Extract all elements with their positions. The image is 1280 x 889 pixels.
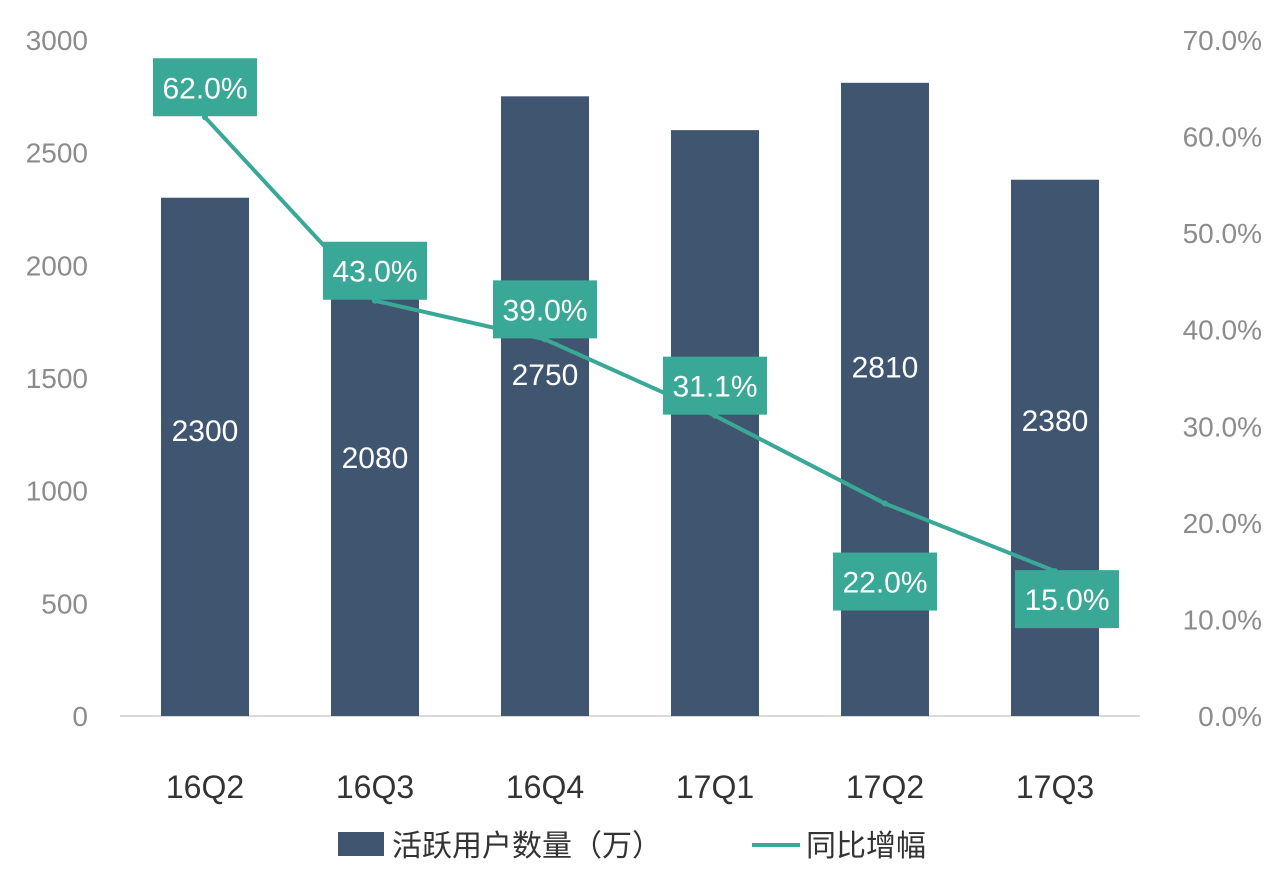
growth-value-label: 31.1% bbox=[672, 371, 757, 404]
right-y-axis: 0.0% 10.0% 20.0% 30.0% 40.0% 50.0% 60.0% 70.0% bbox=[1183, 25, 1262, 732]
left-axis-tick-label: 500 bbox=[41, 588, 88, 619]
bar-16Q4 bbox=[501, 96, 589, 717]
left-axis-tick-label: 2000 bbox=[26, 250, 88, 281]
left-axis-tick-label: 0 bbox=[72, 701, 88, 732]
right-axis-tick-label: 10.0% bbox=[1183, 604, 1262, 635]
growth-value-label: 43.0% bbox=[332, 256, 417, 289]
growth-label-box bbox=[833, 552, 937, 611]
bar-17Q2 bbox=[841, 82, 929, 716]
category-label-17Q2: 17Q2 bbox=[846, 769, 924, 805]
growth-label-box bbox=[153, 58, 257, 117]
bar-value-labels: 230020802750260028102380 bbox=[172, 352, 1089, 475]
bar-value-label: 2300 bbox=[172, 415, 239, 448]
right-axis-tick-label: 30.0% bbox=[1183, 411, 1262, 442]
right-axis-tick-label: 60.0% bbox=[1183, 122, 1262, 153]
category-label-17Q1: 17Q1 bbox=[676, 769, 754, 805]
growth-label-box bbox=[493, 280, 597, 339]
right-axis-tick-label: 0.0% bbox=[1198, 701, 1262, 732]
right-axis-tick-label: 20.0% bbox=[1183, 508, 1262, 539]
right-axis-tick-label: 40.0% bbox=[1183, 315, 1262, 346]
growth-value-label: 15.0% bbox=[1024, 584, 1109, 617]
left-axis-tick-label: 1500 bbox=[26, 363, 88, 394]
legend-line-label: 同比增幅 bbox=[806, 830, 926, 863]
bar-value-label: 2750 bbox=[512, 359, 579, 392]
left-y-axis: 0 500 1000 1500 2000 2500 3000 bbox=[26, 25, 88, 732]
growth-value-label: 39.0% bbox=[502, 294, 587, 327]
bar-value-label: 2810 bbox=[852, 352, 919, 385]
right-axis-tick-label: 50.0% bbox=[1183, 218, 1262, 249]
growth-label-box bbox=[663, 356, 767, 415]
left-axis-tick-label: 3000 bbox=[26, 25, 88, 56]
bar-16Q2 bbox=[161, 197, 249, 716]
right-axis-tick-label: 70.0% bbox=[1183, 25, 1262, 56]
growth-value-label: 62.0% bbox=[162, 72, 247, 105]
x-axis-categories: 16Q2 16Q3 16Q4 17Q1 17Q2 17Q3 bbox=[166, 769, 1094, 805]
category-label-16Q4: 16Q4 bbox=[506, 769, 584, 805]
category-label-16Q3: 16Q3 bbox=[336, 769, 414, 805]
bar-17Q3 bbox=[1011, 179, 1099, 716]
category-label-16Q2: 16Q2 bbox=[166, 769, 244, 805]
growth-line-series bbox=[202, 114, 1058, 575]
bar-17Q1 bbox=[671, 130, 759, 717]
category-label-17Q3: 17Q3 bbox=[1016, 769, 1094, 805]
growth-label-box bbox=[323, 241, 427, 300]
growth-label-box bbox=[1015, 570, 1119, 629]
legend: 活跃用户数量（万） 同比增幅 bbox=[338, 830, 926, 863]
legend-bar-label: 活跃用户数量（万） bbox=[392, 830, 662, 863]
bar-value-label: 2380 bbox=[1022, 405, 1089, 438]
growth-point-17Q2 bbox=[882, 500, 888, 507]
bar-16Q3 bbox=[331, 247, 419, 716]
bar-value-label: 2080 bbox=[342, 442, 409, 475]
growth-value-label: 22.0% bbox=[842, 567, 927, 600]
growth-value-labels: 62.0% 43.0% 39.0% 31.1% 22.0% 15.0% bbox=[153, 58, 1119, 629]
bar-series bbox=[161, 82, 1099, 717]
left-axis-tick-label: 2500 bbox=[26, 138, 88, 169]
left-axis-tick-label: 1000 bbox=[26, 476, 88, 507]
legend-bar-swatch bbox=[338, 832, 384, 856]
